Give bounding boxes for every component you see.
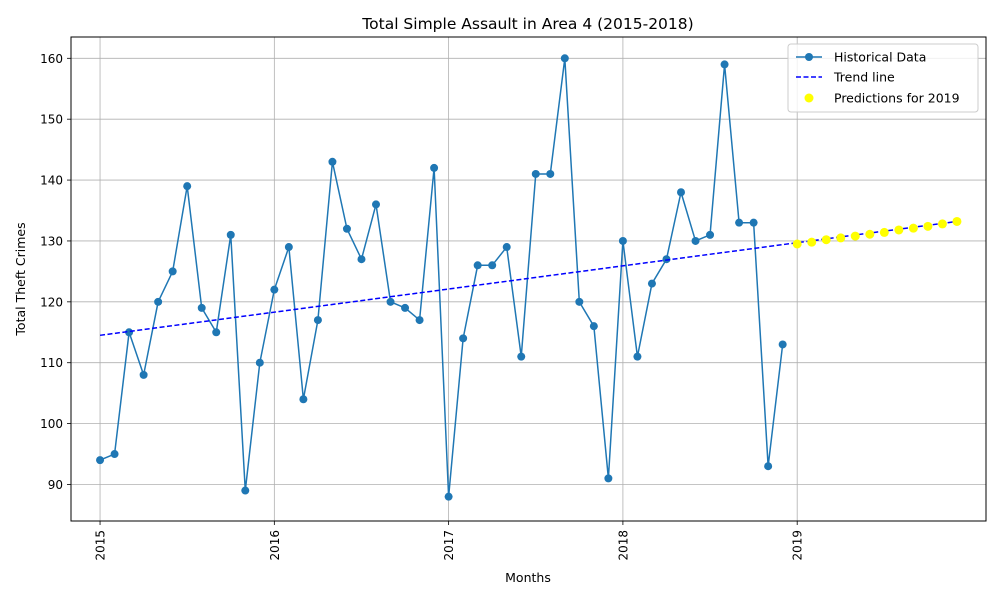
y-tick-label: 140 bbox=[40, 174, 63, 188]
x-tick-label: 2015 bbox=[94, 530, 108, 561]
prediction-point bbox=[836, 233, 846, 243]
historical-data-point bbox=[633, 352, 642, 361]
prediction-point bbox=[807, 237, 817, 247]
historical-data-point bbox=[357, 255, 366, 264]
legend-historical-label: Historical Data bbox=[834, 50, 926, 65]
historical-data-point bbox=[720, 60, 729, 69]
historical-data-point bbox=[168, 267, 177, 276]
historical-data-point bbox=[749, 218, 758, 227]
legend-trend-label: Trend line bbox=[833, 70, 895, 85]
legend-historical-marker-icon bbox=[805, 53, 813, 61]
historical-data-point bbox=[299, 395, 308, 404]
historical-data-point bbox=[618, 236, 627, 245]
grid-layer bbox=[71, 37, 986, 521]
x-axis-label: Months bbox=[505, 570, 551, 585]
legend-box bbox=[787, 43, 979, 113]
historical-data-point bbox=[764, 462, 773, 471]
historical-data-line bbox=[99, 57, 784, 498]
historical-data-point bbox=[313, 316, 322, 325]
prediction-point bbox=[865, 229, 875, 239]
historical-data-point bbox=[575, 297, 584, 306]
legend-prediction-marker-icon bbox=[804, 93, 814, 103]
historical-data-point bbox=[125, 328, 134, 337]
historical-data-point bbox=[778, 340, 787, 349]
historical-data-point bbox=[328, 157, 337, 166]
historical-data-point bbox=[735, 218, 744, 227]
prediction-point bbox=[821, 235, 831, 245]
y-tick-label: 130 bbox=[40, 234, 63, 248]
y-tick-label: 110 bbox=[40, 356, 63, 370]
historical-data-point bbox=[546, 169, 555, 178]
historical-data-point bbox=[430, 163, 439, 172]
y-tick-label: 160 bbox=[40, 52, 63, 66]
prediction-point bbox=[850, 231, 860, 241]
y-axis-label: Total Theft Crimes bbox=[13, 222, 28, 336]
historical-data-point bbox=[139, 370, 148, 379]
chart-title: Total Simple Assault in Area 4 (2015-201… bbox=[361, 15, 693, 33]
historical-data-point bbox=[589, 322, 598, 331]
historical-data-point bbox=[415, 316, 424, 325]
historical-data-point bbox=[531, 169, 540, 178]
historical-data-point bbox=[517, 352, 526, 361]
historical-data-point bbox=[96, 456, 105, 465]
historical-data-point bbox=[459, 334, 468, 343]
historical-data-point bbox=[677, 188, 685, 197]
historical-data-point bbox=[560, 54, 569, 63]
historical-data-point bbox=[662, 255, 671, 264]
x-tick-label: 2018 bbox=[616, 530, 630, 561]
x-tick-label: 2016 bbox=[268, 530, 282, 561]
y-tick-label: 90 bbox=[48, 478, 63, 492]
historical-data-point bbox=[473, 261, 482, 270]
x-tick-label: 2019 bbox=[791, 530, 805, 561]
historical-data-point bbox=[372, 200, 380, 209]
historical-data-point bbox=[502, 243, 511, 252]
y-tick-label: 150 bbox=[40, 113, 63, 127]
historical-data-point bbox=[226, 230, 235, 239]
historical-data-point bbox=[706, 230, 715, 239]
legend: Historical Data Trend line Predictions f… bbox=[787, 43, 979, 113]
historical-data-point bbox=[342, 224, 351, 233]
historical-data-point bbox=[154, 297, 163, 306]
historical-data-point bbox=[444, 492, 453, 501]
prediction-point bbox=[908, 223, 918, 233]
historical-data-point bbox=[197, 303, 206, 312]
tick-layer: 90 100 110 120 130 140 150 160 2015 2016 2017 2018 2… bbox=[40, 52, 805, 561]
prediction-point bbox=[894, 225, 904, 235]
prediction-point bbox=[792, 239, 802, 249]
legend-prediction-label: Predictions for 2019 bbox=[834, 91, 960, 106]
historical-data-point bbox=[604, 474, 613, 483]
historical-data-point bbox=[255, 358, 264, 367]
prediction-point bbox=[923, 221, 933, 231]
prediction-point bbox=[937, 219, 947, 229]
y-tick-label: 100 bbox=[40, 417, 63, 431]
historical-data-point bbox=[183, 182, 192, 191]
x-tick-label: 2017 bbox=[442, 530, 456, 561]
series-layer bbox=[96, 54, 962, 501]
historical-data-point bbox=[401, 303, 410, 312]
plot-frame bbox=[70, 36, 987, 522]
historical-data-point bbox=[488, 261, 497, 270]
historical-data-point bbox=[110, 450, 119, 459]
prediction-point bbox=[879, 227, 889, 237]
historical-data-point bbox=[386, 297, 395, 306]
historical-data-point bbox=[241, 486, 250, 495]
historical-data-point bbox=[647, 279, 656, 288]
historical-data-point bbox=[212, 328, 221, 337]
prediction-point bbox=[952, 216, 962, 226]
historical-data-point bbox=[270, 285, 279, 294]
y-tick-label: 120 bbox=[40, 295, 63, 309]
historical-data-point bbox=[691, 236, 700, 245]
historical-data-point bbox=[284, 243, 293, 252]
